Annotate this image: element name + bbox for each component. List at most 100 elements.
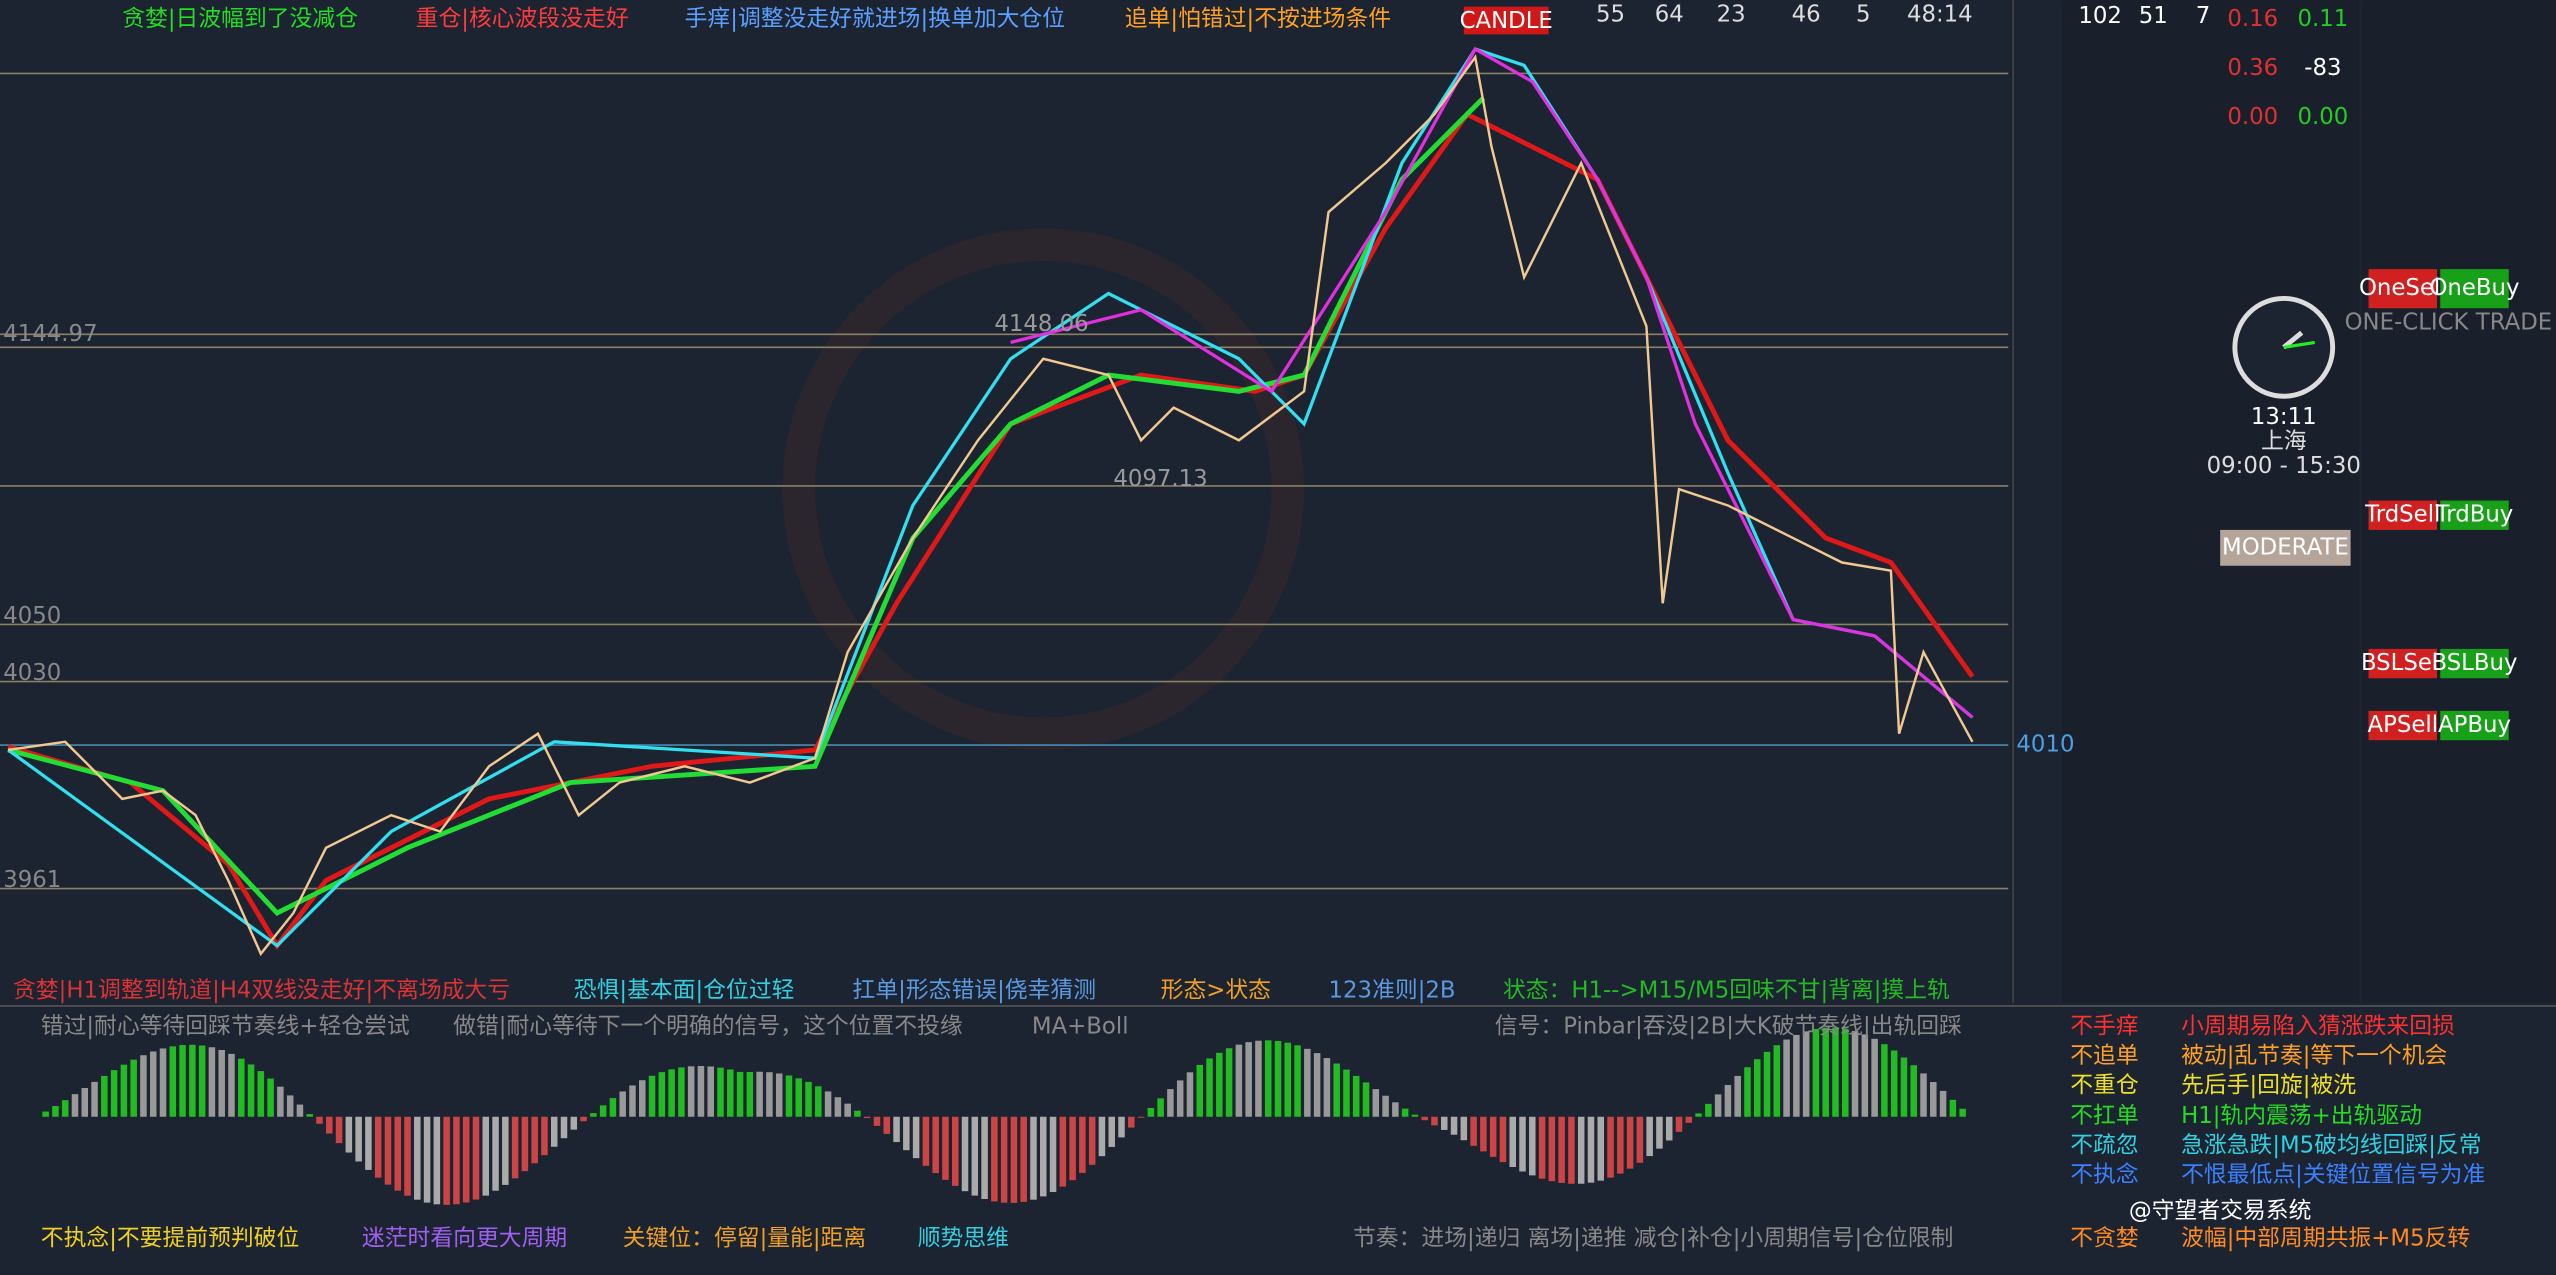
histogram-bar <box>903 1116 910 1151</box>
histogram-bar <box>1753 1059 1761 1117</box>
histogram-bar <box>922 1116 930 1166</box>
caption: 状态：H1-->M15/M5回味不甘|背离|摸上轨 <box>1503 978 1950 1004</box>
note: 不执念|不要提前预判破位 <box>41 1226 300 1252</box>
note: 关键位：停留|量能|距离 <box>623 1226 867 1252</box>
trade-button[interactable] <box>2440 710 2509 741</box>
caption: 重仓|核心波段没走好 <box>416 6 629 32</box>
histogram-bar <box>1851 1030 1859 1117</box>
histogram-bar <box>1509 1116 1516 1168</box>
histogram-bar <box>453 1116 460 1205</box>
histogram-bar <box>1548 1116 1556 1182</box>
histogram-bar <box>91 1081 98 1117</box>
histogram-bar <box>1607 1116 1614 1178</box>
histogram-bar <box>1157 1098 1164 1117</box>
histogram-bar <box>1568 1116 1575 1184</box>
histogram-bar <box>1734 1075 1741 1117</box>
rule-text: 不恨最低点|关键位置信号为准 <box>2181 1162 2485 1188</box>
caption: 123准则|2B <box>1329 978 1456 1004</box>
histogram-bar <box>795 1078 803 1117</box>
note: 节奏：进场|递归 离场|递推 减仓|补仓|小周期信号|仓位限制 <box>1353 1226 1953 1252</box>
trade-button[interactable] <box>2368 269 2438 309</box>
button-label[interactable]: TrdBuy <box>2435 502 2514 528</box>
histogram-bar <box>1587 1116 1595 1183</box>
note: 做错|耐心等待下一个明确的信号，这个位置不投缘 <box>453 1014 963 1040</box>
lot-value: 0.00 <box>2227 104 2278 130</box>
button-label[interactable]: BSLBuy <box>2431 650 2517 676</box>
panel <box>2208 0 2359 1003</box>
button-label[interactable]: APSell <box>2367 712 2438 738</box>
histogram-bar <box>1450 1116 1458 1135</box>
clock-hand <box>2282 330 2304 350</box>
stat: 5 <box>1856 1 1871 27</box>
stat: 46 <box>1792 1 1821 27</box>
histogram-bar <box>228 1053 235 1117</box>
rule-name: 不重仓 <box>2070 1072 2139 1098</box>
histogram-bar <box>1176 1080 1184 1117</box>
rule-text: 急涨急跌|M5破均线回踩|反常 <box>2181 1133 2482 1159</box>
trade-button[interactable] <box>2440 648 2509 679</box>
rule-text: 波幅|中部周期共振+M5反转 <box>2181 1226 2470 1252</box>
histogram-bar <box>883 1116 891 1134</box>
histogram-bar <box>1216 1052 1223 1117</box>
histogram-bar <box>1724 1084 1732 1117</box>
histogram-bar <box>1088 1116 1096 1165</box>
note: MA+Boll <box>1032 1014 1129 1040</box>
trade-button[interactable] <box>2368 710 2438 741</box>
histogram-bar <box>1900 1057 1908 1117</box>
trade-button[interactable] <box>2440 269 2509 309</box>
histogram-bar <box>1196 1064 1204 1117</box>
candle-button[interactable] <box>1463 6 1549 35</box>
lot-value: 0.00 <box>2297 104 2348 130</box>
histogram-bar <box>365 1116 372 1170</box>
histogram-bar <box>824 1091 832 1117</box>
price-label: 4097.13 <box>1113 466 1207 492</box>
button-label[interactable]: CANDLE <box>1460 8 1553 34</box>
histogram-bar <box>120 1064 128 1117</box>
histogram-bar <box>326 1116 333 1134</box>
trade-button[interactable] <box>2368 648 2438 679</box>
histogram-bar <box>374 1116 382 1178</box>
lot-value: 0.36 <box>2227 55 2278 81</box>
histogram-bar <box>502 1116 509 1185</box>
histogram-bar <box>658 1072 666 1117</box>
histogram-bar <box>247 1064 255 1117</box>
histogram-bar <box>1137 1116 1145 1118</box>
button-label[interactable]: TrdSell <box>2364 502 2440 528</box>
histogram-bar <box>1206 1058 1213 1117</box>
price-label: 4148.06 <box>994 311 1088 337</box>
histogram-bar <box>521 1116 529 1172</box>
histogram-bar <box>1118 1116 1125 1138</box>
histogram-bar <box>1499 1116 1507 1163</box>
histogram-bar <box>71 1094 79 1117</box>
rule-text: 小周期易陷入猜涨跌来回损 <box>2181 1014 2455 1040</box>
histogram-bar <box>1352 1075 1360 1117</box>
rule-name: 不贪婪 <box>2070 1226 2138 1252</box>
histogram-bar <box>1323 1058 1331 1117</box>
stat: 64 <box>1655 1 1684 27</box>
histogram-bar <box>1744 1067 1751 1117</box>
histogram-bar <box>423 1116 431 1203</box>
clock-hours: 09:00 - 15:30 <box>2207 453 2361 479</box>
histogram-bar <box>1842 1028 1849 1117</box>
histogram-bar <box>140 1055 147 1117</box>
trade-button[interactable] <box>2440 500 2509 530</box>
histogram-bar <box>355 1116 362 1162</box>
histogram-bar <box>1186 1072 1194 1117</box>
price-label: 3961 <box>3 867 61 893</box>
rule-name: 不手痒 <box>2070 1014 2138 1040</box>
histogram-bar <box>707 1066 714 1117</box>
histogram-bar <box>550 1116 558 1147</box>
histogram-bar <box>1930 1082 1937 1117</box>
histogram-bar <box>1343 1069 1350 1117</box>
histogram-bar <box>570 1116 578 1130</box>
button-label[interactable]: APBuy <box>2438 712 2511 738</box>
histogram-bar <box>1264 1040 1272 1117</box>
histogram-bar <box>756 1071 763 1117</box>
histogram-bar <box>932 1116 939 1174</box>
trade-button[interactable] <box>2368 500 2438 530</box>
button-label[interactable]: BSLSell <box>2361 650 2445 676</box>
histogram-bar <box>1832 1027 1839 1117</box>
button-label[interactable]: OneSell <box>2359 275 2447 301</box>
button-label[interactable]: OneBuy <box>2429 275 2519 301</box>
histogram-bar <box>1636 1116 1644 1163</box>
